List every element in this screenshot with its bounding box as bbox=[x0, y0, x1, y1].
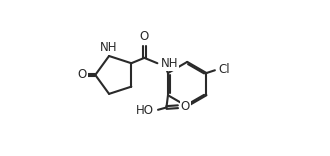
Text: O: O bbox=[77, 68, 86, 81]
Text: NH: NH bbox=[100, 41, 117, 54]
Text: HO: HO bbox=[136, 104, 154, 117]
Text: O: O bbox=[140, 30, 149, 43]
Text: O: O bbox=[181, 100, 190, 113]
Text: Cl: Cl bbox=[219, 63, 230, 76]
Text: NH: NH bbox=[161, 58, 179, 71]
